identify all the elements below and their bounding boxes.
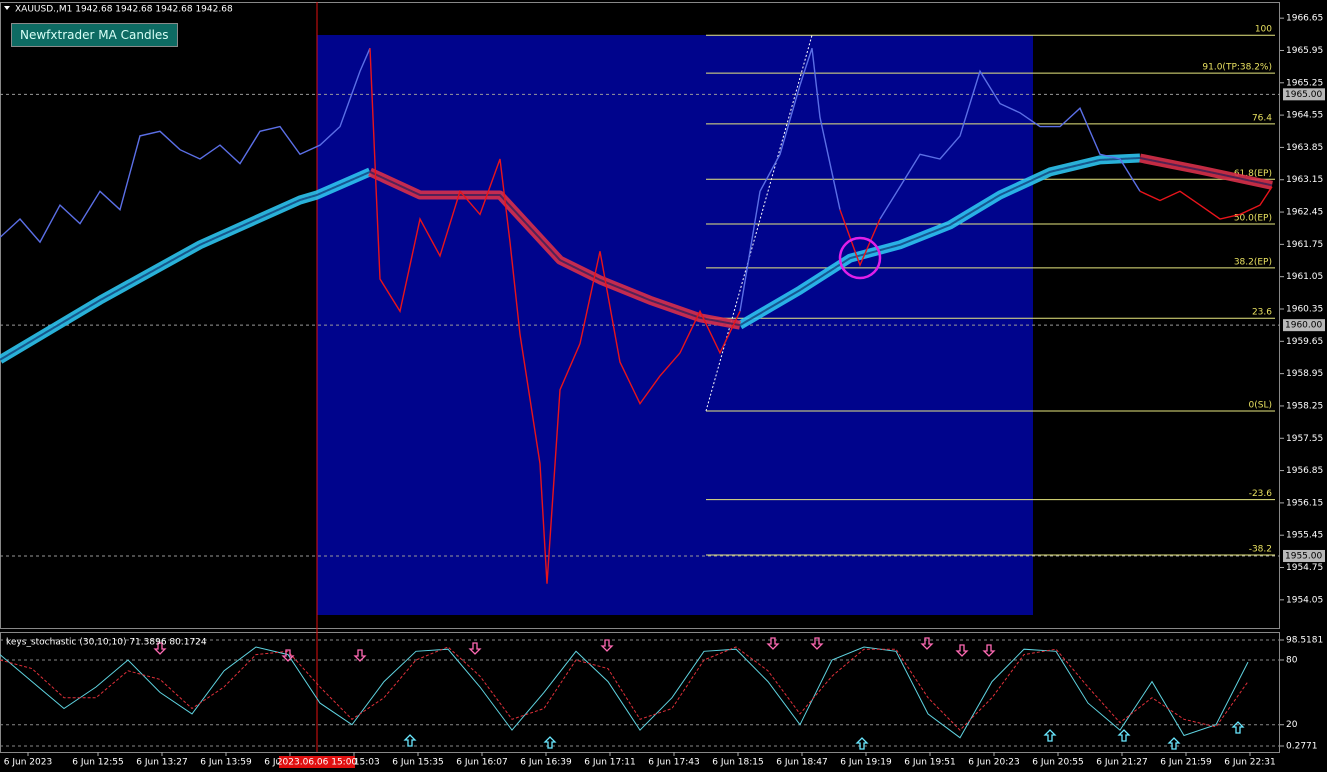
x-tick-label: 6 Jun 17:43 bbox=[648, 758, 699, 768]
y-tick-label: 1966.65 bbox=[1286, 14, 1323, 24]
x-tick-label: 6 Jun 17:11 bbox=[584, 758, 635, 768]
y-tick-label: 1956.85 bbox=[1286, 466, 1323, 476]
fib-label: -23.6 bbox=[1249, 489, 1273, 499]
x-tick-label: 6 Jun 19:19 bbox=[840, 758, 892, 768]
fib-label: 61.8(EP) bbox=[1234, 169, 1272, 179]
y-tick-label: 1962.45 bbox=[1286, 208, 1323, 218]
fib-label: 76.4 bbox=[1252, 113, 1272, 123]
ma-band-core bbox=[0, 157, 1141, 361]
y-tick-label: 1957.55 bbox=[1286, 434, 1323, 444]
fib-label: 50.0(EP) bbox=[1234, 214, 1272, 224]
down-arrow bbox=[468, 642, 482, 655]
up-arrow bbox=[543, 736, 557, 749]
signal-arrows bbox=[153, 637, 1245, 750]
fib-label: 23.6 bbox=[1252, 308, 1272, 318]
y-tick-label: 1963.15 bbox=[1286, 175, 1323, 185]
x-tick-label: 6 Jun 20:55 bbox=[1032, 758, 1083, 768]
fib-label: 100 bbox=[1255, 25, 1272, 35]
y-tick-label: 1960.35 bbox=[1286, 304, 1323, 314]
y-tick-label: 80 bbox=[1286, 655, 1298, 665]
y-tick-label: 1958.25 bbox=[1286, 401, 1323, 411]
fib-label: 91.0(TP:38.2%) bbox=[1202, 63, 1272, 73]
y-tick-label: 20 bbox=[1286, 720, 1298, 730]
up-arrow bbox=[1043, 729, 1057, 742]
fib-label: -38.2 bbox=[1249, 545, 1272, 555]
main-frame bbox=[0, 2, 1280, 629]
down-arrow bbox=[281, 649, 295, 662]
x-tick-label: 6 Jun 22:31 bbox=[1224, 758, 1275, 768]
y-tick-label: 1961.05 bbox=[1286, 272, 1323, 282]
price-label-box bbox=[1283, 549, 1325, 562]
indicator-title: keys_stochastic (30,10,10) 71.3896 80.17… bbox=[6, 638, 207, 648]
y-tick-label: 1958.95 bbox=[1286, 369, 1323, 379]
y-tick-label: 1964.55 bbox=[1286, 111, 1323, 121]
price-label: 1960.00 bbox=[1285, 321, 1322, 331]
ma-band-core bbox=[369, 157, 1273, 327]
up-arrow bbox=[403, 734, 417, 747]
price-label-box bbox=[1283, 88, 1325, 101]
fib-label: 0(SL) bbox=[1249, 401, 1272, 411]
fib-label: 38.2(EP) bbox=[1234, 257, 1272, 267]
down-arrow bbox=[982, 644, 996, 657]
x-tick-label: 6 Jun 18:47 bbox=[776, 758, 827, 768]
x-tick-label: 6 Jun 21:27 bbox=[1096, 758, 1147, 768]
down-arrow bbox=[955, 644, 969, 657]
cursor-label-box bbox=[279, 756, 355, 768]
down-arrow bbox=[353, 649, 367, 662]
y-tick-label: 98.5181 bbox=[1286, 635, 1323, 645]
stochastic-line bbox=[0, 646, 1249, 731]
y-tick-label: 1954.75 bbox=[1286, 563, 1323, 573]
x-tick-label: 6 Jun 21:59 bbox=[1160, 758, 1212, 768]
fib-trend bbox=[705, 35, 813, 412]
y-tick-label: 1956.15 bbox=[1286, 498, 1323, 508]
down-arrow bbox=[600, 639, 614, 652]
menu-triangle bbox=[4, 6, 10, 10]
up-arrow bbox=[1231, 721, 1245, 734]
x-tick-label: 6 Jun 15:35 bbox=[392, 758, 443, 768]
down-arrow bbox=[810, 637, 824, 650]
y-tick-label: 1954.05 bbox=[1286, 595, 1323, 605]
y-tick-label: 1955.45 bbox=[1286, 531, 1323, 541]
down-arrow bbox=[153, 642, 167, 655]
x-tick-label: 6 Jun 19:51 bbox=[904, 758, 955, 768]
indicator-button[interactable]: Newfxtrader MA Candles bbox=[11, 23, 178, 47]
y-tick-label: 1963.85 bbox=[1286, 143, 1323, 153]
symbol-title: XAUUSD.,M1 1942.68 1942.68 1942.68 1942.… bbox=[15, 5, 233, 15]
price-label-box bbox=[1283, 319, 1325, 332]
y-tick-label: 1961.75 bbox=[1286, 240, 1323, 250]
y-tick-label: 1965.25 bbox=[1286, 78, 1323, 88]
up-arrow bbox=[1117, 729, 1131, 742]
x-tick-label: 6 Jun 13:27 bbox=[136, 758, 187, 768]
cursor-label: 2023.06.06 15:00 bbox=[277, 758, 358, 768]
x-tick-label: 6 Jun 12:55 bbox=[72, 758, 123, 768]
y-tick-label: 1965.95 bbox=[1286, 46, 1323, 56]
highlight-circle bbox=[838, 236, 882, 280]
x-tick-label: 6 Jun 16:39 bbox=[520, 758, 572, 768]
down-arrow bbox=[766, 637, 780, 650]
price-line bbox=[0, 47, 1141, 312]
up-arrow bbox=[855, 737, 869, 750]
x-tick-label: 6 Jun 16:07 bbox=[456, 758, 507, 768]
y-tick-label: 1959.65 bbox=[1286, 337, 1323, 347]
x-tick-label: 6 Jun 13:59 bbox=[200, 758, 252, 768]
up-arrow bbox=[1167, 737, 1181, 750]
price-label: 1965.00 bbox=[1285, 90, 1322, 100]
x-tick-label: 6 Jun 20:23 bbox=[968, 758, 1019, 768]
y-tick-label: 0.2771 bbox=[1286, 742, 1318, 752]
price-line bbox=[369, 48, 1273, 584]
sub-frame bbox=[0, 632, 1280, 753]
down-arrow bbox=[920, 637, 934, 650]
stochastic-line bbox=[0, 646, 1249, 739]
x-tick-label: 6 Jun 2023 bbox=[4, 758, 52, 768]
x-tick-label: 6 Jun 18:15 bbox=[712, 758, 763, 768]
price-label: 1955.00 bbox=[1285, 551, 1322, 561]
